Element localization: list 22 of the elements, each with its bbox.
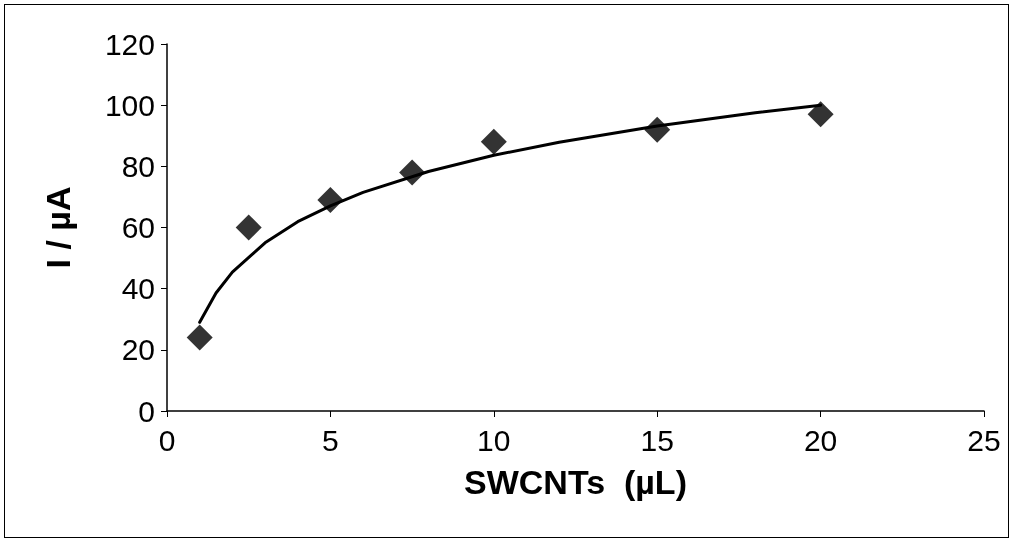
point xyxy=(807,101,834,128)
x-tick-label: 15 xyxy=(640,423,674,457)
point xyxy=(235,214,262,241)
y-axis-title: I / µA xyxy=(39,186,77,269)
x-axis-title: SWCNTs (µL) xyxy=(464,463,687,501)
x-tick-label: 5 xyxy=(322,423,339,457)
y-tick-label: 80 xyxy=(121,149,155,183)
y-tick-label: 40 xyxy=(121,272,155,306)
point xyxy=(317,186,344,213)
x-tick-label: 10 xyxy=(477,423,511,457)
x-tick-label: 25 xyxy=(967,423,1001,457)
y-tick-label: 20 xyxy=(121,333,155,367)
y-tick-label: 0 xyxy=(138,394,155,428)
point xyxy=(480,128,507,155)
y-tick-label: 100 xyxy=(104,88,155,122)
point xyxy=(186,324,213,351)
x-tick-label: 20 xyxy=(803,423,838,457)
point xyxy=(399,159,426,186)
point xyxy=(644,116,671,143)
y-tick-label: 60 xyxy=(121,211,155,244)
y-tick-label: 120 xyxy=(104,27,155,61)
x-tick-label: 0 xyxy=(158,423,176,457)
